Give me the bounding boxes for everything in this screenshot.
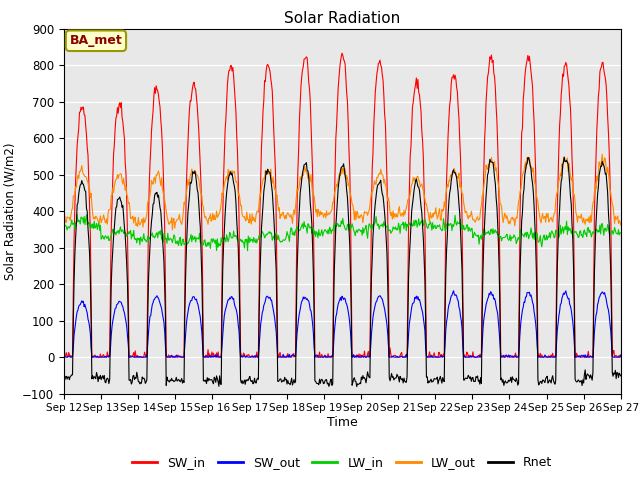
LW_out [598,151,606,157]
Rnet [617,373,625,379]
Rnet [70,278,78,284]
LW_in [70,221,78,227]
Y-axis label: Solar Radiation (W/m2): Solar Radiation (W/m2) [4,143,17,280]
LW_out [60,215,68,221]
SW_in [214,349,222,355]
LW_out [185,182,193,188]
Rnet [411,182,419,188]
Line: SW_in: SW_in [64,53,621,357]
SW_out [450,288,458,294]
SW_in [61,354,68,360]
Title: Solar Radiation: Solar Radiation [284,11,401,26]
Line: Rnet: Rnet [64,157,621,386]
SW_in [617,354,625,360]
SW_out [61,354,68,360]
Rnet [428,376,435,382]
LW_in [60,222,68,228]
Legend: SW_in, SW_out, LW_in, LW_out, Rnet: SW_in, SW_out, LW_in, LW_out, Rnet [127,451,557,474]
LW_in [617,230,625,236]
LW_out [168,227,176,233]
LW_out [70,192,78,198]
SW_in [128,354,136,360]
LW_out [127,215,135,220]
SW_out [411,295,419,300]
LW_out [214,213,222,219]
SW_in [338,50,346,56]
Rnet [214,376,221,382]
SW_in [71,204,79,210]
X-axis label: Time: Time [327,416,358,429]
Line: SW_out: SW_out [64,291,621,357]
SW_in [185,122,193,128]
Rnet [353,384,360,389]
LW_in [74,212,81,217]
Rnet [184,210,192,216]
LW_out [428,214,435,220]
LW_out [617,222,625,228]
SW_out [60,354,68,360]
Rnet [60,374,68,380]
LW_in [185,240,193,245]
SW_out [214,354,222,360]
SW_out [428,354,435,360]
LW_in [214,244,222,250]
SW_out [185,305,193,311]
Rnet [561,154,568,160]
Line: LW_in: LW_in [64,215,621,251]
SW_out [71,325,79,331]
Rnet [127,381,135,387]
SW_in [428,354,436,360]
LW_in [428,228,436,233]
LW_out [411,175,419,180]
LW_in [128,231,136,237]
Line: LW_out: LW_out [64,154,621,230]
Text: BA_met: BA_met [70,34,122,47]
LW_in [244,248,252,253]
SW_in [60,353,68,359]
SW_out [617,352,625,358]
SW_out [128,354,136,360]
SW_in [412,82,419,87]
LW_in [412,217,419,223]
